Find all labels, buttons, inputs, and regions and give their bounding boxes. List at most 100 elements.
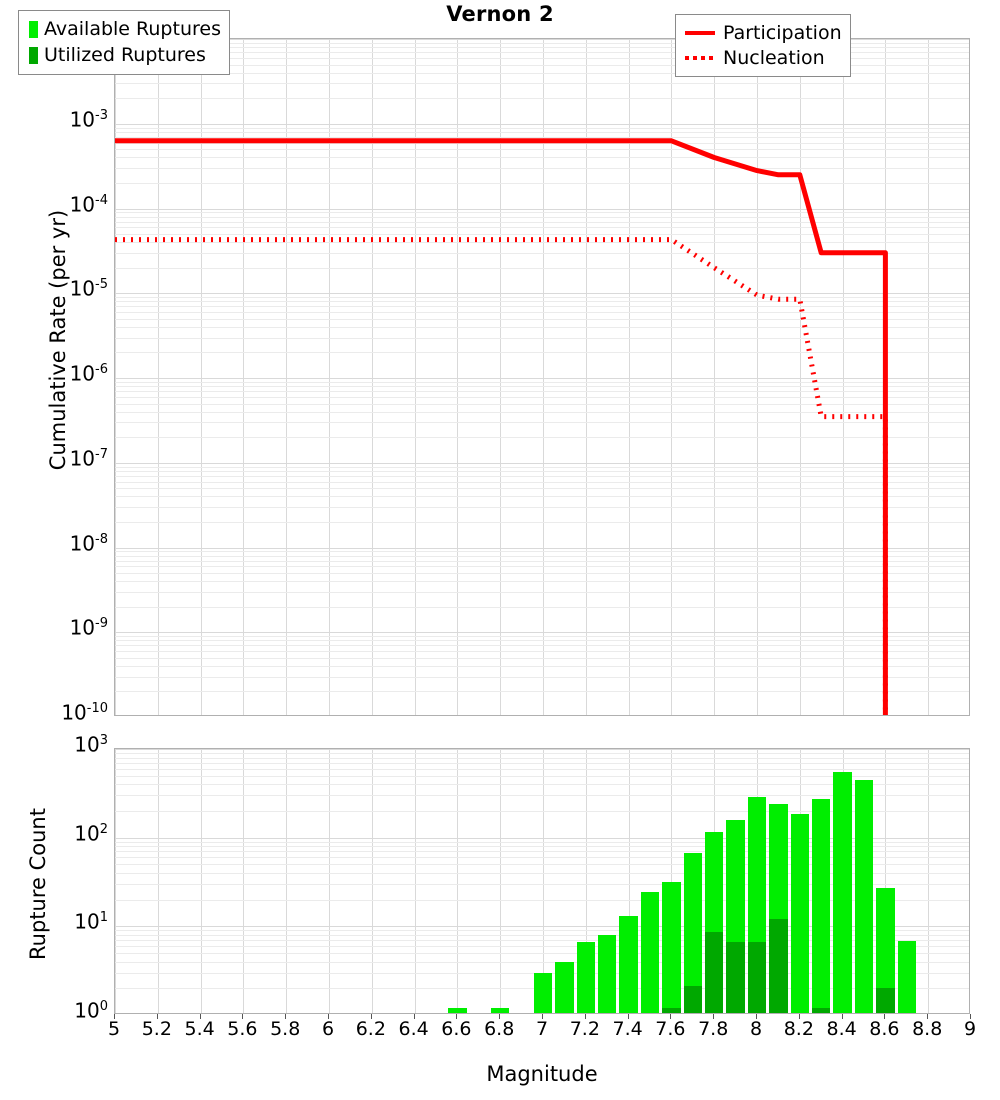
gridline-minor: [115, 873, 969, 874]
gridline-minor: [115, 636, 969, 637]
gridline-minor: [115, 306, 969, 307]
bar-utilized: [662, 1008, 681, 1013]
gridline-vertical: [757, 39, 758, 715]
x-tick-mark: [499, 1014, 501, 1019]
gridline-minor: [115, 297, 969, 298]
gridline-vertical: [200, 39, 202, 715]
gridline-minor: [115, 58, 969, 59]
y-tick-label: 10-10: [61, 700, 108, 725]
gridline-minor: [115, 437, 969, 438]
bar-utilized: [705, 931, 724, 1013]
gridline-vertical: [414, 39, 416, 715]
gridline-minor: [115, 253, 969, 254]
bottom-legend: Available Ruptures Utilized Ruptures: [18, 10, 230, 75]
gridline-minor: [115, 137, 969, 138]
gridline-vertical: [286, 749, 288, 1013]
gridline-vertical: [371, 39, 373, 715]
gridline-minor: [115, 962, 969, 963]
cumulative-rate-plot: [114, 38, 970, 716]
gridline-vertical: [243, 39, 245, 715]
gridline-vertical: [329, 39, 330, 715]
x-tick-label: 8.4: [826, 1018, 857, 1040]
gridline-minor: [115, 338, 969, 339]
gridline-minor: [115, 758, 969, 759]
y-tick-label: 10-3: [69, 107, 108, 132]
legend-item-nucleation: Nucleation: [683, 45, 842, 70]
gridline-minor: [115, 43, 969, 44]
gridline-minor: [115, 851, 969, 852]
bar-available: [576, 942, 595, 1013]
gridline-minor: [115, 404, 969, 405]
gridline-vertical: [842, 39, 844, 715]
gridline-minor: [115, 556, 969, 557]
x-tick-mark: [627, 1014, 629, 1019]
gridline-minor: [115, 953, 969, 954]
gridline-minor: [115, 900, 969, 901]
gridline-minor: [115, 769, 969, 770]
x-tick-mark: [798, 1014, 800, 1019]
gridline-vertical: [329, 749, 330, 1013]
bar-available: [448, 1008, 467, 1013]
gridline-minor: [115, 227, 969, 228]
gridline-vertical: [457, 39, 459, 715]
page-title: Vernon 2: [446, 2, 554, 26]
gridline-vertical: [585, 39, 587, 715]
bar-available: [555, 961, 574, 1013]
bar-available: [790, 814, 809, 1013]
x-tick-label: 5.2: [141, 1018, 172, 1040]
x-tick-label: 7.2: [569, 1018, 600, 1040]
gridline-minor: [115, 561, 969, 562]
gridline-minor: [115, 592, 969, 593]
bar-available: [598, 935, 617, 1013]
bar-available: [619, 915, 638, 1013]
bar-available: [640, 892, 660, 1013]
gridline-minor: [115, 811, 969, 812]
x-tick-label: 7.8: [698, 1018, 729, 1040]
gridline-vertical: [157, 39, 159, 715]
gridline-major: [115, 548, 969, 549]
gridline-major: [115, 632, 969, 633]
legend-item-available: Available Ruptures: [26, 16, 221, 42]
gridline-minor: [115, 640, 969, 641]
gridline-minor: [115, 397, 969, 398]
y-tick-label: 101: [74, 909, 108, 934]
bar-utilized: [812, 1007, 831, 1013]
gridline-minor: [115, 382, 969, 383]
gridline-minor: [115, 496, 969, 497]
x-tick-label: 5: [107, 1018, 121, 1040]
bar-available: [833, 772, 852, 1013]
x-tick-mark: [841, 1014, 843, 1019]
rupture-count-plot: [114, 748, 970, 1014]
gridline-vertical: [928, 39, 930, 715]
bar-available: [897, 940, 916, 1013]
legend-label-nucleation: Nucleation: [723, 46, 825, 69]
x-tick-label: 8.6: [869, 1018, 900, 1040]
y-tick-label: 100: [74, 998, 108, 1023]
gridline-minor: [115, 391, 969, 392]
y-tick-label: 10-9: [69, 615, 108, 640]
bar-available: [876, 887, 895, 1013]
gridline-vertical: [799, 39, 801, 715]
x-tick-label: 7: [535, 1018, 549, 1040]
nucleation-curve: [115, 237, 888, 715]
gridline-minor: [115, 884, 969, 885]
nucleation-line-icon: [683, 49, 717, 67]
bar-available: [533, 973, 553, 1013]
gridline-minor: [115, 47, 969, 48]
legend-item-utilized: Utilized Ruptures: [26, 42, 221, 68]
gridline-major: [115, 463, 969, 464]
x-tick-mark: [156, 1014, 158, 1019]
gridline-minor: [115, 312, 969, 313]
histogram-bars: [115, 749, 969, 1013]
x-tick-label: 6.8: [484, 1018, 515, 1040]
gridline-minor: [115, 149, 969, 150]
bar-utilized: [747, 942, 767, 1013]
x-tick-mark: [285, 1014, 287, 1019]
x-tick-label: 8.8: [912, 1018, 943, 1040]
gridline-minor: [115, 776, 969, 777]
x-tick-mark: [670, 1014, 672, 1019]
gridline-vertical: [115, 39, 116, 715]
gridline-major: [115, 749, 969, 750]
gridline-vertical: [157, 749, 159, 1013]
